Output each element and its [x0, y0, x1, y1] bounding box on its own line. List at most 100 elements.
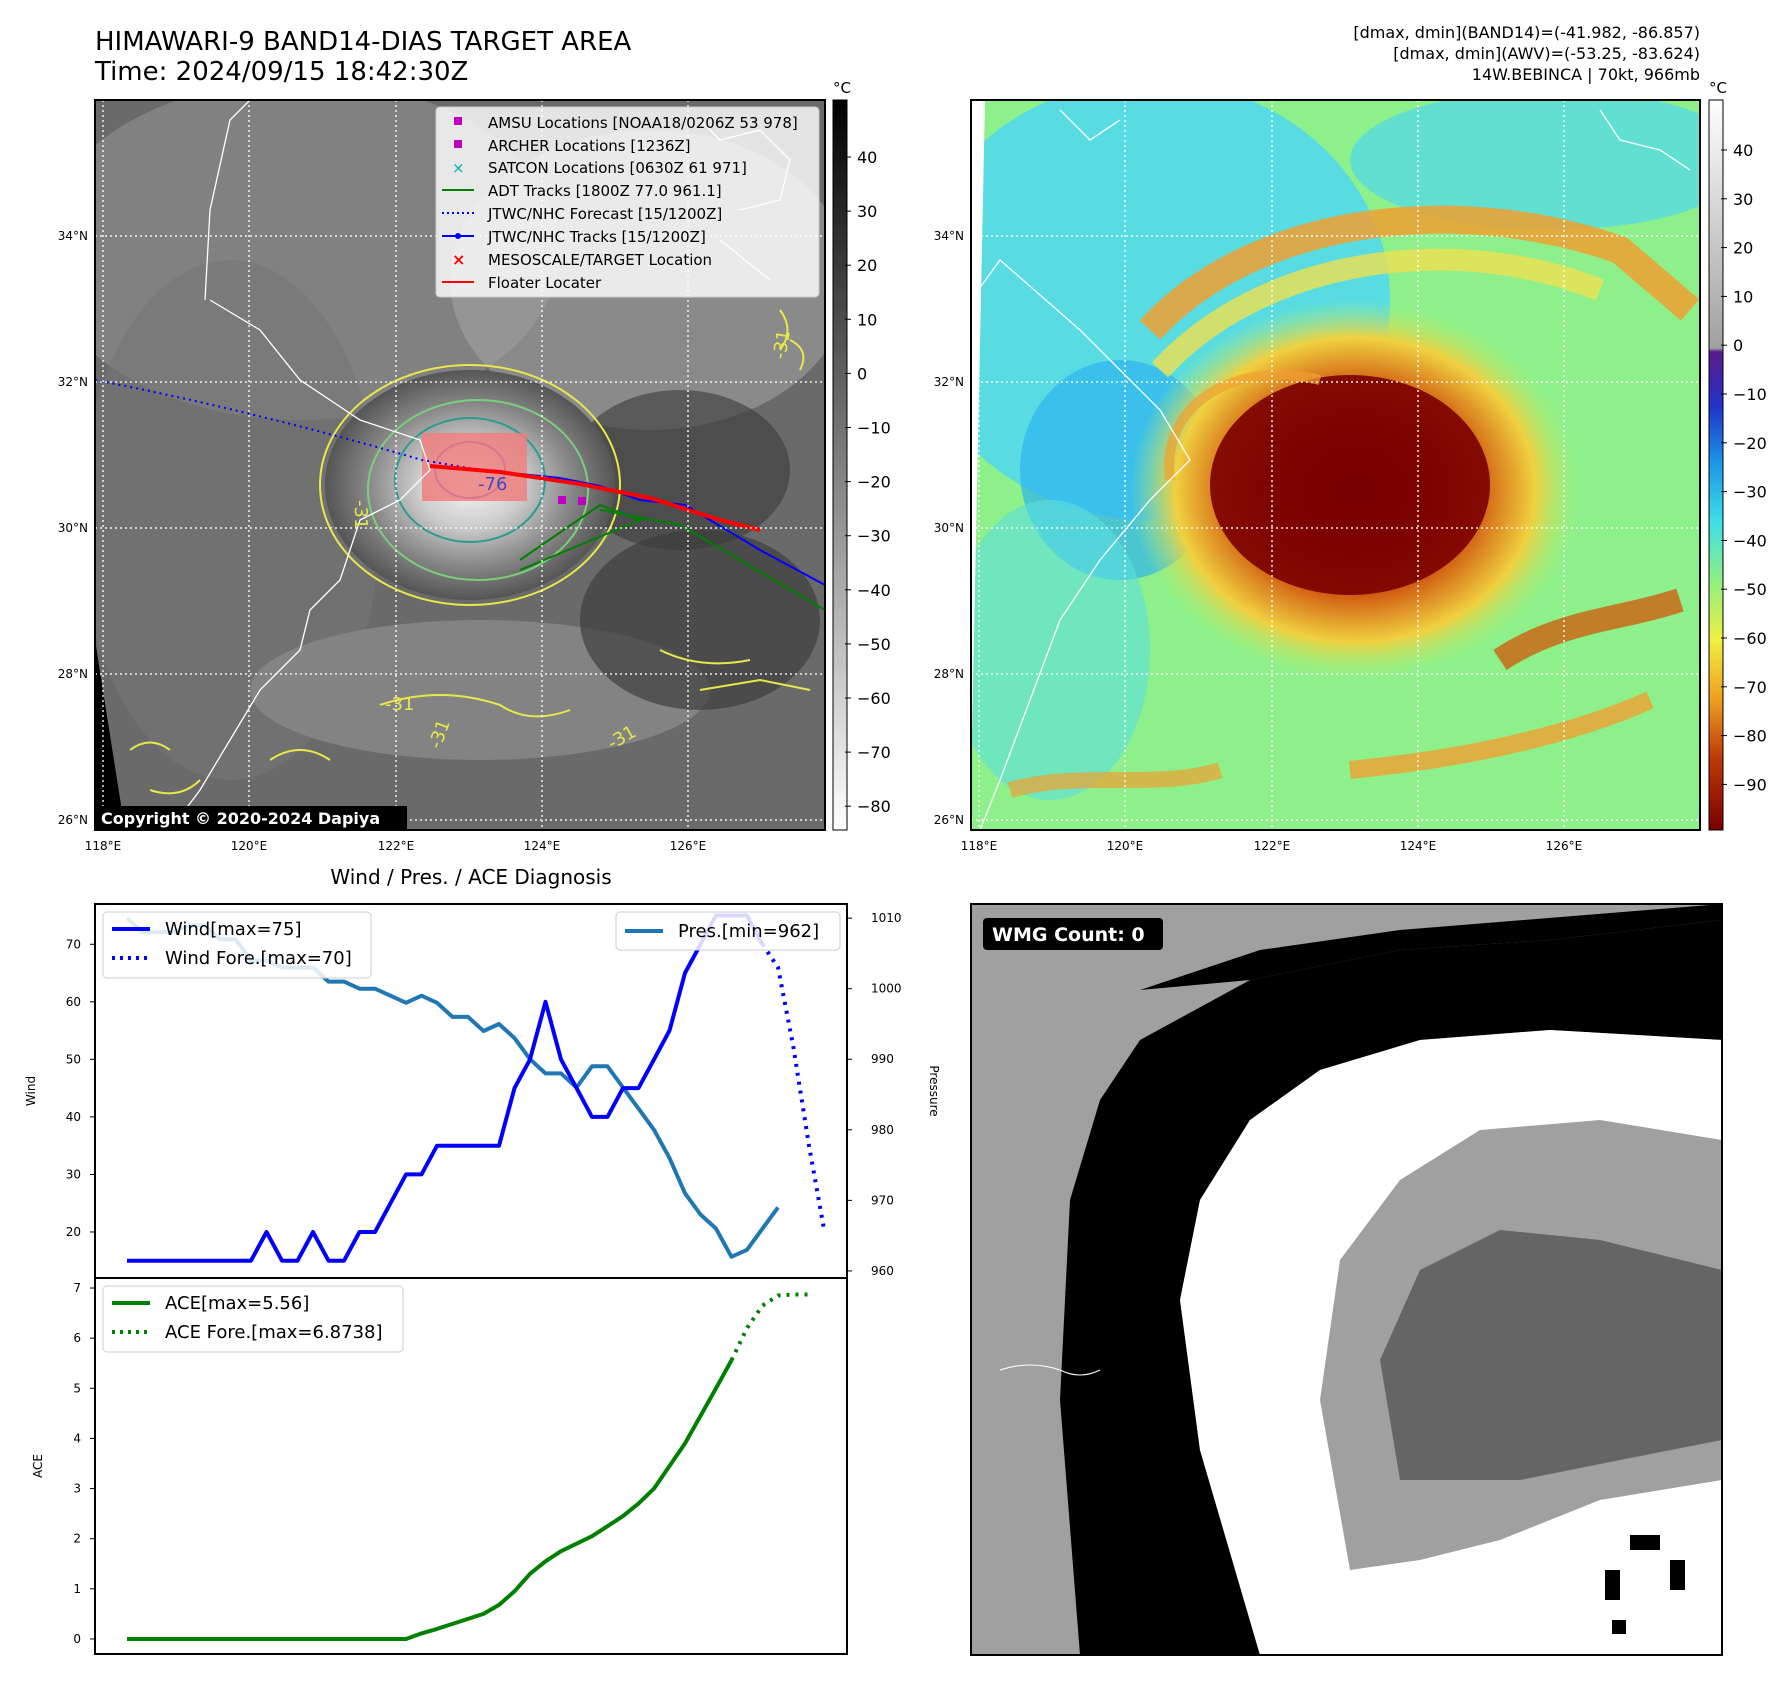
- colorbar-tick-label: −70: [857, 743, 891, 762]
- legend-item: JTWC/NHC Forecast [15/1200Z]: [487, 205, 722, 223]
- lon-label: 124°E: [1400, 839, 1437, 853]
- legend-item: ADT Tracks [1800Z 77.0 961.1]: [488, 182, 722, 200]
- contour-green: [367, 399, 589, 581]
- awv-rainband-south: [1493, 588, 1684, 671]
- wmg-count-label: WMG Count: 0: [992, 924, 1145, 946]
- y-tick-label: 70: [66, 937, 81, 951]
- awv-range: [dmax, dmin](AWV)=(-53.25, -83.624): [1393, 44, 1700, 63]
- awv-colorbar-ticks: 40 30 20 10 0 −10 −20 −30 −40 −50 −60 −70 −80 −90: [1721, 141, 1767, 794]
- ace-legend: ACE[max=5.56] ACE Fore.[max=6.8738]: [102, 1285, 404, 1353]
- lat-label: 26°N: [58, 813, 88, 827]
- pressure-axis-label: Pressure: [927, 1065, 941, 1116]
- gray-colorbar: [832, 99, 848, 831]
- legend-item: MESOSCALE/TARGET Location: [488, 251, 712, 269]
- awv-map-panel: 34°N 32°N 30°N 28°N 26°N 118°E 120°E 122…: [934, 79, 1767, 853]
- lat-label: 32°N: [934, 375, 964, 389]
- colorbar-tick-label: −40: [857, 581, 891, 600]
- colorbar-tick-label: −20: [1733, 434, 1767, 453]
- y-tick-label: 20: [66, 1225, 81, 1239]
- ir-gridlines: [95, 100, 825, 830]
- lat-label: 30°N: [934, 521, 964, 535]
- y-tick-label: 980: [871, 1123, 894, 1137]
- storm-id: 14W.BEBINCA | 70kt, 966mb: [1472, 65, 1700, 84]
- y-tick-label: 1010: [871, 911, 902, 925]
- wmg-eye-core: [1380, 1230, 1722, 1480]
- colorbar-tick-label: −80: [1733, 727, 1767, 746]
- contour-label: -31: [350, 500, 371, 529]
- wmg-frame: [970, 903, 1723, 1656]
- colorbar-tick-label: −30: [857, 527, 891, 546]
- colorbar-tick-label: 10: [857, 310, 877, 329]
- colorbar-tick-label: −40: [1733, 531, 1767, 550]
- y-tick-label: 990: [871, 1052, 894, 1066]
- ace-chart: ACE 7 6 5 4 3 2 1 0 ACE[max=5.56] ACE Fore.[max…: [31, 1277, 848, 1655]
- diagnosis-title: Wind / Pres. / ACE Diagnosis: [330, 865, 611, 889]
- awv-lat-labels: 34°N 32°N 30°N 28°N 26°N: [934, 229, 964, 827]
- pressure-y-ticks: 1010 1000 990 980 970 960: [847, 911, 902, 1278]
- awv-colorbar: [1708, 99, 1724, 831]
- map-legend: AMSU Locations [NOAA18/0206Z 53 978] ARC…: [435, 106, 820, 298]
- series-line: [127, 913, 765, 1263]
- y-tick-label: 1: [73, 1582, 81, 1596]
- awv-coastline: [971, 259, 1191, 830]
- legend-item: AMSU Locations [NOAA18/0206Z 53 978]: [488, 114, 798, 132]
- lat-label: 30°N: [58, 521, 88, 535]
- colorbar-tick-label: −80: [857, 797, 891, 816]
- gray-colorbar-unit: °C: [833, 79, 851, 97]
- contour-label: -76: [478, 474, 507, 495]
- lon-label: 122°E: [378, 839, 415, 853]
- y-tick-label: 970: [871, 1193, 894, 1207]
- colorbar-tick-label: 30: [857, 202, 877, 221]
- lon-label: 124°E: [524, 839, 561, 853]
- ir-lon-labels: 118°E 120°E 122°E 124°E 126°E: [85, 839, 707, 853]
- ace-y-ticks: 7 6 5 4 3 2 1 0: [73, 1281, 95, 1646]
- contour-minus31: [319, 364, 621, 606]
- colorbar-tick-label: 40: [1733, 141, 1753, 160]
- ir-lat-labels: 34°N 32°N 30°N 28°N 26°N: [58, 229, 88, 827]
- y-tick-label: 30: [66, 1167, 81, 1181]
- figure-time: Time: 2024/09/15 18:42:30Z: [94, 57, 468, 87]
- legend-item: ACE[max=5.56]: [165, 1293, 309, 1314]
- legend-item: Floater Locater: [488, 274, 602, 292]
- colorbar-tick-label: −60: [857, 689, 891, 708]
- forecast-series-line: [760, 943, 827, 1233]
- lon-label: 126°E: [1546, 839, 1583, 853]
- lon-label: 126°E: [670, 839, 707, 853]
- wmg-panel: WMG Count: 0: [970, 903, 1723, 1656]
- y-tick-label: 5: [73, 1381, 81, 1395]
- lat-label: 32°N: [58, 375, 88, 389]
- band14-range: [dmax, dmin](BAND14)=(-41.982, -86.857): [1353, 23, 1700, 42]
- wind-legend: Wind[max=75] Wind Fore.[max=70]: [102, 911, 372, 979]
- colorbar-tick-label: −10: [1733, 385, 1767, 404]
- lat-label: 34°N: [934, 229, 964, 243]
- colorbar-tick-label: −10: [857, 419, 891, 438]
- pressure-legend: Pres.[min=962]: [615, 911, 841, 951]
- best-track: [479, 469, 825, 586]
- colorbar-tick-label: −50: [857, 635, 891, 654]
- lon-label: 122°E: [1254, 839, 1291, 853]
- lat-label: 26°N: [934, 813, 964, 827]
- contour-label: -31: [769, 328, 795, 361]
- awv-colorbar-unit: °C: [1709, 79, 1727, 97]
- lat-label: 34°N: [58, 229, 88, 243]
- legend-item: ARCHER Locations [1236Z]: [488, 137, 691, 155]
- target-legend-icon: ×: [452, 250, 465, 269]
- amsu-legend-icon: [454, 117, 462, 125]
- lat-label: 28°N: [58, 667, 88, 681]
- y-tick-label: 4: [73, 1431, 81, 1445]
- colorbar-tick-label: 30: [1733, 190, 1753, 209]
- ir-map-panel: -31 -76 -31 -31 -31 -31 AMSU Locations […: [58, 79, 891, 853]
- colorbar-tick-label: −50: [1733, 580, 1767, 599]
- colorbar-tick-label: 40: [857, 148, 877, 167]
- colorbar-tick-label: −70: [1733, 678, 1767, 697]
- lon-label: 120°E: [231, 839, 268, 853]
- wmg-count-box: [983, 918, 1163, 950]
- wmg-ring-black: [1060, 920, 1722, 1655]
- legend-item: SATCON Locations [0630Z 61 971]: [488, 159, 747, 177]
- lon-label: 118°E: [961, 839, 998, 853]
- y-tick-label: 6: [73, 1331, 81, 1345]
- contour-label: -31: [385, 694, 414, 715]
- legend-item: Pres.[min=962]: [678, 921, 819, 942]
- y-tick-label: 0: [73, 1632, 81, 1646]
- y-tick-label: 3: [73, 1482, 81, 1496]
